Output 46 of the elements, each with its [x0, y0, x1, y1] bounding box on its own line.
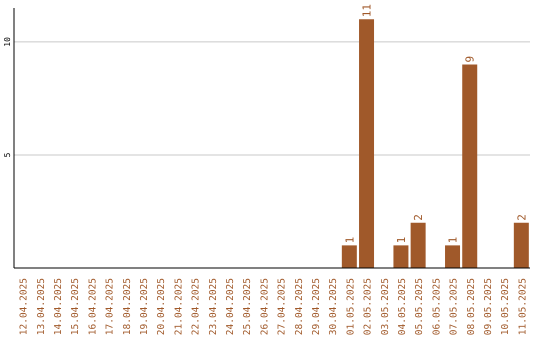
- x-tick-label: 07.05.2025: [448, 278, 460, 336]
- data-label: 1: [394, 236, 408, 244]
- x-tick-label: 27.04.2025: [276, 278, 288, 336]
- x-tick-label: 11.05.2025: [517, 278, 528, 336]
- x-tick-label: 24.04.2025: [225, 278, 236, 336]
- bar: [342, 245, 357, 268]
- data-label: 1: [446, 236, 460, 244]
- x-tick-label: 21.04.2025: [173, 278, 184, 336]
- data-label: 2: [515, 214, 528, 221]
- x-tick-label: 26.04.2025: [259, 278, 270, 336]
- x-tick-label: 08.05.2025: [466, 278, 477, 336]
- x-tick-label: 10.05.2025: [500, 278, 512, 336]
- x-tick-label: 30.04.2025: [328, 278, 340, 336]
- x-tick-label: 29.04.2025: [311, 278, 322, 336]
- data-label: 1: [343, 236, 356, 244]
- x-tick-label: 04.05.2025: [397, 278, 408, 336]
- x-tick-label: 15.04.2025: [70, 278, 82, 336]
- data-label: 11: [360, 4, 374, 18]
- x-tick-label: 25.04.2025: [242, 278, 254, 336]
- y-tick-label: 5: [3, 152, 12, 158]
- x-tick-label: 16.04.2025: [87, 278, 98, 336]
- x-tick-label: 28.04.2025: [294, 278, 305, 336]
- x-tick-label: 17.04.2025: [104, 278, 116, 336]
- x-tick-label: 05.05.2025: [414, 278, 426, 336]
- bar: [359, 19, 374, 268]
- bar: [462, 64, 478, 268]
- x-tick-label: 18.04.2025: [122, 278, 133, 336]
- x-tick-label: 20.04.2025: [156, 278, 168, 336]
- bar: [393, 245, 408, 268]
- y-tick-label: 10: [3, 36, 12, 47]
- bar: [445, 245, 460, 268]
- x-tick-label: 13.04.2025: [36, 278, 47, 336]
- x-tick-label: 23.04.2025: [208, 278, 219, 336]
- x-tick-label: 09.05.2025: [483, 278, 494, 336]
- x-tick-label: 12.04.2025: [18, 278, 30, 336]
- bar: [514, 222, 529, 268]
- x-tick-label: 22.04.2025: [190, 278, 202, 336]
- x-tick-label: 14.04.2025: [53, 278, 64, 336]
- x-tick-label: 02.05.2025: [362, 278, 374, 336]
- data-label: 2: [412, 214, 426, 221]
- x-tick-label: 01.05.2025: [345, 278, 356, 336]
- data-label: 9: [464, 56, 477, 63]
- x-tick-label: 19.04.2025: [139, 278, 150, 336]
- x-tick-label: 03.05.2025: [380, 278, 391, 336]
- bar: [410, 222, 426, 268]
- x-tick-label: 06.05.2025: [431, 278, 442, 336]
